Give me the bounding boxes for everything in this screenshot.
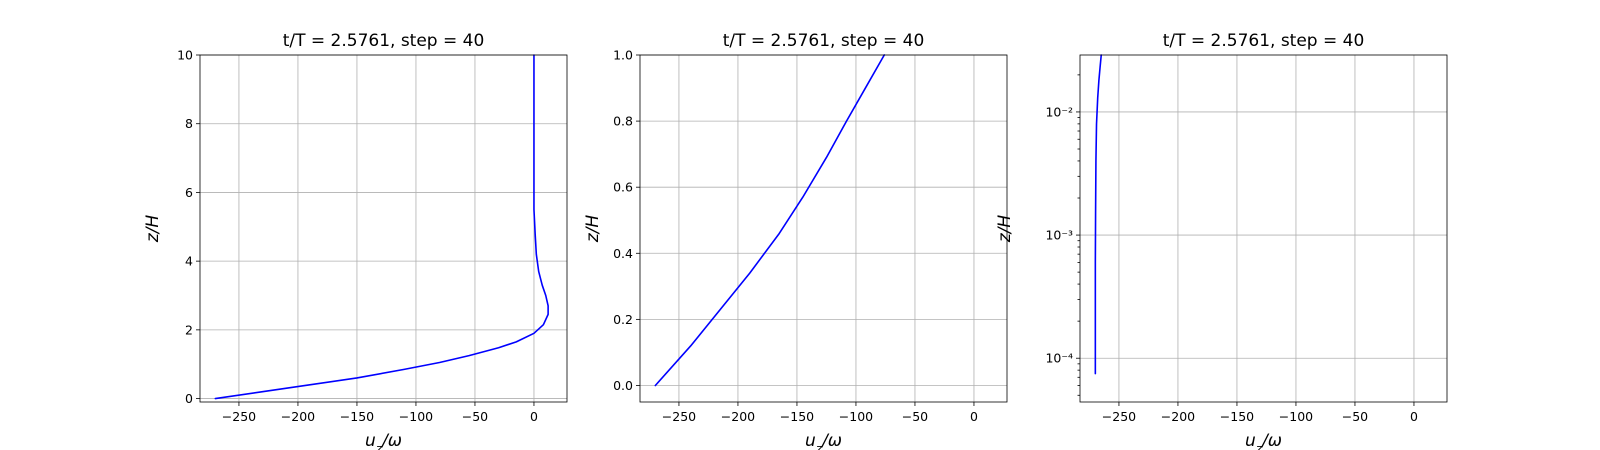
y-tick-label: 0.2: [613, 312, 633, 327]
plot-area-frame: [1079, 54, 1448, 403]
x-axis-label: uz/ω: [805, 431, 842, 450]
x-axis-label: uz/ω: [365, 431, 402, 450]
x-tick-label: −50: [902, 409, 928, 424]
data-line: [214, 54, 549, 400]
y-tick-label: 2: [185, 322, 193, 337]
y-tick-label: 10⁻²: [1045, 104, 1073, 119]
plot-area-frame: [639, 54, 1008, 403]
data-line: [1094, 54, 1103, 375]
x-tick-label: −100: [399, 409, 433, 424]
y-tick-label: 8: [185, 116, 193, 131]
y-tick-label: 0.6: [613, 180, 633, 195]
x-tick-label: −200: [1161, 409, 1195, 424]
x-tick-label: −250: [662, 409, 696, 424]
x-tick-label: −100: [1279, 409, 1313, 424]
x-tick-label: 0: [530, 409, 538, 424]
x-tick-label: 0: [970, 409, 978, 424]
chart-panel-1: −250 −200 −150 −100 −50 0 0 2 4 6 8 10 t/T = 2.5761,…: [143, 31, 568, 450]
y-tick-label: 0: [185, 391, 193, 406]
chart-panel-3: −250 −200 −150 −100 −50 0 10⁻⁴ 10⁻³ 10⁻² t/T = 2.…: [995, 31, 1448, 450]
data-line: [654, 54, 886, 387]
x-tick-label: −200: [721, 409, 755, 424]
x-tick-label: −50: [1342, 409, 1368, 424]
y-tick-label: 0.4: [613, 246, 633, 261]
x-tick-label: 0: [1410, 409, 1418, 424]
chart-title: t/T = 2.5761, step = 40: [1163, 31, 1365, 51]
x-tick-label: −100: [839, 409, 873, 424]
chart-title: t/T = 2.5761, step = 40: [723, 31, 925, 51]
y-tick-label: 10⁻³: [1045, 228, 1073, 243]
y-axis-label: z/H: [583, 215, 603, 244]
x-tick-label: −150: [1220, 409, 1254, 424]
y-tick-label: 10: [177, 48, 193, 63]
y-tick-label: 0.8: [613, 114, 633, 129]
plot-area-frame: [199, 54, 568, 403]
x-tick-label: −250: [1102, 409, 1136, 424]
y-tick-label: 6: [185, 185, 193, 200]
x-tick-label: −200: [281, 409, 315, 424]
y-tick-label: 10⁻⁴: [1045, 351, 1073, 366]
chart-title: t/T = 2.5761, step = 40: [283, 31, 485, 51]
x-tick-label: −150: [780, 409, 814, 424]
y-tick-label: 4: [185, 254, 193, 269]
x-tick-label: −50: [462, 409, 488, 424]
x-axis-label: uz/ω: [1245, 431, 1282, 450]
chart-panel-2: −250 −200 −150 −100 −50 0 0.0 0.2 0.4 0.6 0.8 1.0 t/…: [583, 31, 1008, 450]
y-tick-label: 0.0: [613, 378, 633, 393]
x-tick-label: −150: [340, 409, 374, 424]
y-axis-label: z/H: [995, 215, 1015, 244]
x-tick-label: −250: [222, 409, 256, 424]
y-tick-label: 1.0: [613, 48, 633, 63]
y-axis-label: z/H: [143, 215, 163, 244]
